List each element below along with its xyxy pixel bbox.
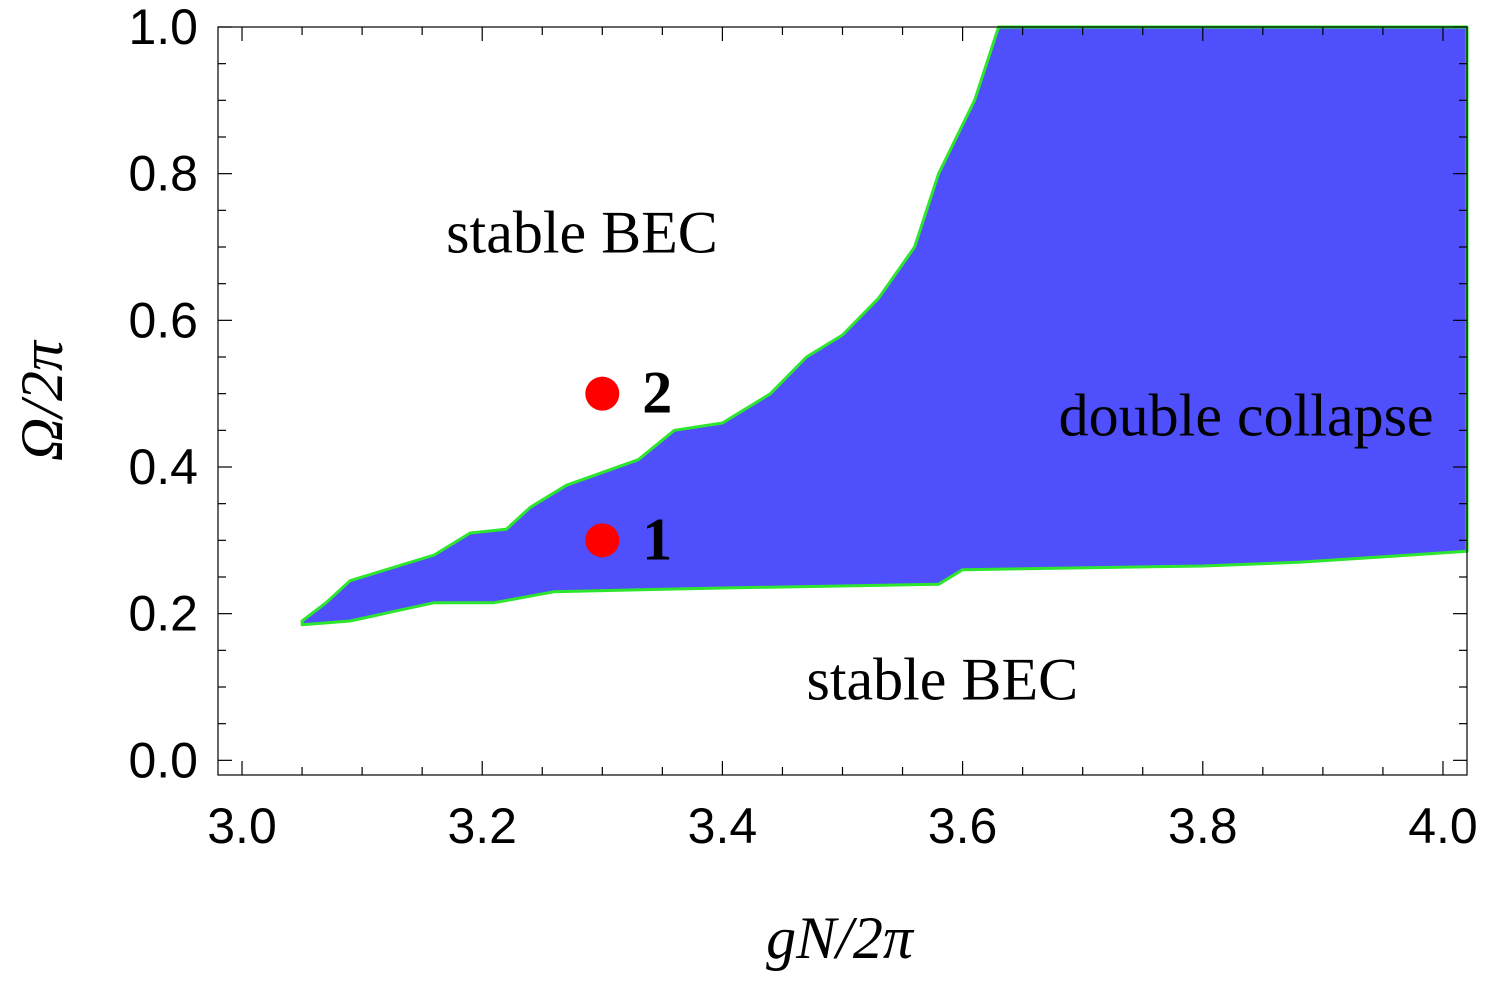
x-tick-label: 3.6	[928, 798, 998, 854]
marker-point-1	[585, 523, 620, 558]
marker-points: 12	[585, 360, 672, 572]
x-axis-label: gN/2π	[766, 905, 915, 971]
y-axis-label: Ω/2π	[9, 339, 75, 461]
double-collapse-region	[300, 25, 1469, 627]
axes: 3.0 3.2 3.4 3.6 3.8 4.0 0.0 0.2 0.4 0.6 0.8 1.0	[128, 0, 1477, 854]
marker-point-2	[585, 376, 620, 411]
x-tick-label: 4.0	[1408, 798, 1478, 854]
double-collapse-region-layer	[300, 25, 1469, 627]
y-tick-label: 0.0	[128, 732, 198, 788]
x-tick-label: 3.4	[688, 798, 758, 854]
double-collapse-label: double collapse	[1059, 383, 1434, 449]
y-tick-label: 0.2	[128, 586, 198, 642]
y-tick-label: 0.8	[128, 146, 198, 202]
marker-label-2: 2	[642, 360, 672, 426]
y-tick-label: 0.4	[128, 439, 198, 495]
x-tick-label: 3.0	[207, 798, 277, 854]
labels: gN/2π Ω/2π stable BEC stable BEC double coll…	[9, 199, 1434, 971]
x-tick-label: 3.8	[1168, 798, 1238, 854]
stable-bec-label: stable BEC	[446, 199, 718, 265]
y-tick-label: 0.6	[128, 292, 198, 348]
marker-label-1: 1	[642, 506, 672, 572]
stable-bec-label: stable BEC	[806, 647, 1078, 713]
y-tick-label: 1.0	[128, 0, 198, 55]
x-tick-label: 3.2	[447, 798, 517, 854]
